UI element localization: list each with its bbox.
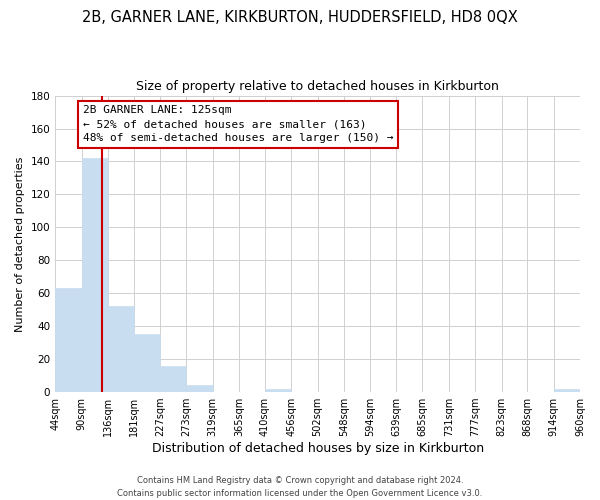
Bar: [55, 288, 82, 392]
Bar: [82, 158, 108, 392]
Bar: [160, 366, 187, 392]
Bar: [554, 389, 580, 392]
Bar: [108, 306, 134, 392]
Bar: [187, 386, 213, 392]
Title: Size of property relative to detached houses in Kirkburton: Size of property relative to detached ho…: [136, 80, 499, 93]
Text: Contains HM Land Registry data © Crown copyright and database right 2024.
Contai: Contains HM Land Registry data © Crown c…: [118, 476, 482, 498]
Bar: [265, 389, 291, 392]
Text: 2B GARNER LANE: 125sqm
← 52% of detached houses are smaller (163)
48% of semi-de: 2B GARNER LANE: 125sqm ← 52% of detached…: [83, 106, 393, 144]
Bar: [134, 334, 160, 392]
Text: 2B, GARNER LANE, KIRKBURTON, HUDDERSFIELD, HD8 0QX: 2B, GARNER LANE, KIRKBURTON, HUDDERSFIEL…: [82, 10, 518, 25]
Y-axis label: Number of detached properties: Number of detached properties: [15, 156, 25, 332]
X-axis label: Distribution of detached houses by size in Kirkburton: Distribution of detached houses by size …: [152, 442, 484, 455]
